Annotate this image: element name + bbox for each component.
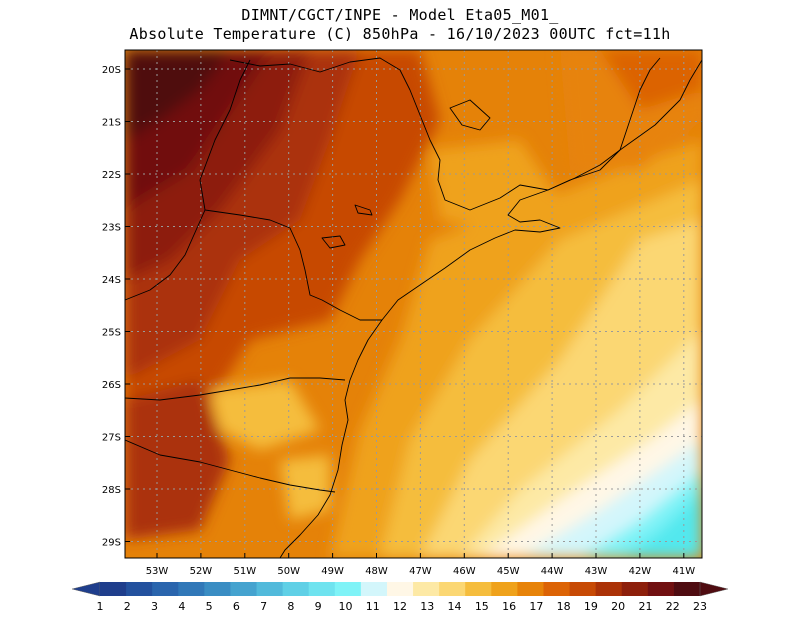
state-border-sp-pr bbox=[204, 209, 382, 321]
latitude-labels: 20S 21S 22S 23S 24S 25S 26S 27S 28S 29S bbox=[102, 65, 130, 549]
colorbar-swatch bbox=[517, 582, 544, 596]
lon-label: 51W bbox=[233, 566, 256, 577]
colorbar: 1 2 3 4 5 6 7 8 9 10 11 12 13 14 15 16 17 18 19 20 21 22 23 bbox=[71, 581, 729, 613]
colorbar-swatch bbox=[126, 582, 153, 596]
colorbar-label: 3 bbox=[151, 600, 158, 613]
lake-mg-1 bbox=[449, 99, 491, 131]
field-15-serra bbox=[210, 380, 320, 450]
lon-label: 48W bbox=[365, 566, 388, 577]
colorbar-label: 22 bbox=[666, 600, 680, 613]
colorbar-swatch bbox=[647, 582, 675, 596]
lake-sp-1 bbox=[354, 204, 373, 216]
colorbar-swatch bbox=[204, 582, 231, 596]
lon-label: 42W bbox=[629, 566, 652, 577]
colorbar-swatch bbox=[543, 582, 571, 596]
colorbar-label: 12 bbox=[393, 600, 407, 613]
longitude-labels: 53W 52W 51W 50W 49W 48W 47W 46W 45W 44W 43W 42W 41W bbox=[146, 553, 695, 577]
coastline-and-borders bbox=[125, 57, 702, 558]
colorbar-label: 4 bbox=[178, 600, 185, 613]
field-18-ne bbox=[600, 50, 702, 110]
colorbar-label: 9 bbox=[315, 600, 322, 613]
lat-label: 24S bbox=[102, 275, 121, 286]
lon-label: 49W bbox=[321, 566, 344, 577]
state-border-mg-rj-es bbox=[547, 57, 661, 191]
colorbar-label: 14 bbox=[448, 600, 462, 613]
colorbar-label: 2 bbox=[124, 600, 131, 613]
lon-label: 50W bbox=[277, 566, 300, 577]
colorbar-label: 7 bbox=[260, 600, 267, 613]
colorbar-swatch bbox=[413, 582, 440, 596]
colorbar-swatch bbox=[308, 582, 336, 596]
lon-label: 47W bbox=[409, 566, 432, 577]
colorbar-swatch bbox=[491, 582, 518, 596]
state-border-pr-ms bbox=[125, 209, 206, 301]
colorbar-label: 18 bbox=[557, 600, 571, 613]
colorbar-label: 15 bbox=[475, 600, 489, 613]
colorbar-swatch bbox=[673, 582, 701, 596]
colorbar-swatch bbox=[595, 582, 623, 596]
colorbar-swatch bbox=[256, 582, 284, 596]
plot-frame bbox=[124, 49, 703, 559]
lat-label: 21S bbox=[102, 118, 121, 129]
colorbar-swatch bbox=[360, 582, 388, 596]
colorbar-swatch bbox=[465, 582, 492, 596]
field-23-region bbox=[125, 50, 230, 140]
colorbar-label: 20 bbox=[611, 600, 625, 613]
colorbar-label: 17 bbox=[529, 600, 543, 613]
colorbar-label: 16 bbox=[502, 600, 516, 613]
lon-label: 43W bbox=[585, 566, 608, 577]
lat-label: 20S bbox=[102, 65, 121, 76]
lon-label: 45W bbox=[497, 566, 520, 577]
colorbar-swatch bbox=[178, 582, 205, 596]
lat-label: 27S bbox=[102, 433, 121, 444]
lon-label: 41W bbox=[672, 566, 695, 577]
state-border-ms-sp bbox=[199, 59, 251, 211]
colorbar-swatch bbox=[230, 582, 258, 596]
colorbar-label: 11 bbox=[366, 600, 380, 613]
state-border-sc-rs bbox=[125, 439, 336, 493]
map-title-line2: Absolute Temperature (C) 850hPa - 16/10/… bbox=[129, 25, 671, 43]
colorbar-swatch bbox=[100, 582, 127, 596]
colorbar-swatch bbox=[439, 582, 466, 596]
map-title-line1: DIMNT/CGCT/INPE - Model Eta05_M01_ bbox=[241, 6, 559, 24]
lon-label: 44W bbox=[541, 566, 564, 577]
lat-label: 28S bbox=[102, 485, 121, 496]
lon-label: 46W bbox=[453, 566, 476, 577]
lake-sp-2 bbox=[321, 235, 346, 249]
state-border-mg-sp bbox=[229, 57, 549, 211]
colorbar-swatch bbox=[152, 582, 179, 596]
field-9-ocean bbox=[620, 490, 702, 558]
colorbar-label: 10 bbox=[338, 600, 352, 613]
colorbar-label: 6 bbox=[233, 600, 240, 613]
colorbar-label: 13 bbox=[420, 600, 434, 613]
colorbar-label: 5 bbox=[206, 600, 213, 613]
colorbar-swatch bbox=[569, 582, 597, 596]
temperature-field bbox=[125, 50, 702, 558]
colorbar-swatch bbox=[282, 582, 310, 596]
lat-lon-grid bbox=[125, 50, 702, 558]
colorbar-arrow-right bbox=[699, 581, 729, 597]
lat-label: 23S bbox=[102, 223, 121, 234]
colorbar-swatch bbox=[334, 582, 362, 596]
colorbar-swatch bbox=[621, 582, 649, 596]
colorbar-label: 8 bbox=[287, 600, 294, 613]
colorbar-swatch bbox=[386, 582, 414, 596]
lon-label: 53W bbox=[146, 566, 169, 577]
colorbar-label: 1 bbox=[97, 600, 104, 613]
lat-label: 25S bbox=[102, 328, 121, 339]
field-20-south bbox=[125, 380, 230, 540]
lat-label: 26S bbox=[102, 380, 121, 391]
state-border-pr-sc bbox=[125, 377, 346, 401]
lat-label: 22S bbox=[102, 170, 121, 181]
lon-label: 52W bbox=[190, 566, 213, 577]
lat-label: 29S bbox=[102, 538, 121, 549]
coastline bbox=[279, 59, 702, 558]
colorbar-label: 23 bbox=[693, 600, 707, 613]
colorbar-label: 21 bbox=[638, 600, 652, 613]
colorbar-label: 19 bbox=[584, 600, 598, 613]
colorbar-arrow-left bbox=[71, 581, 101, 597]
